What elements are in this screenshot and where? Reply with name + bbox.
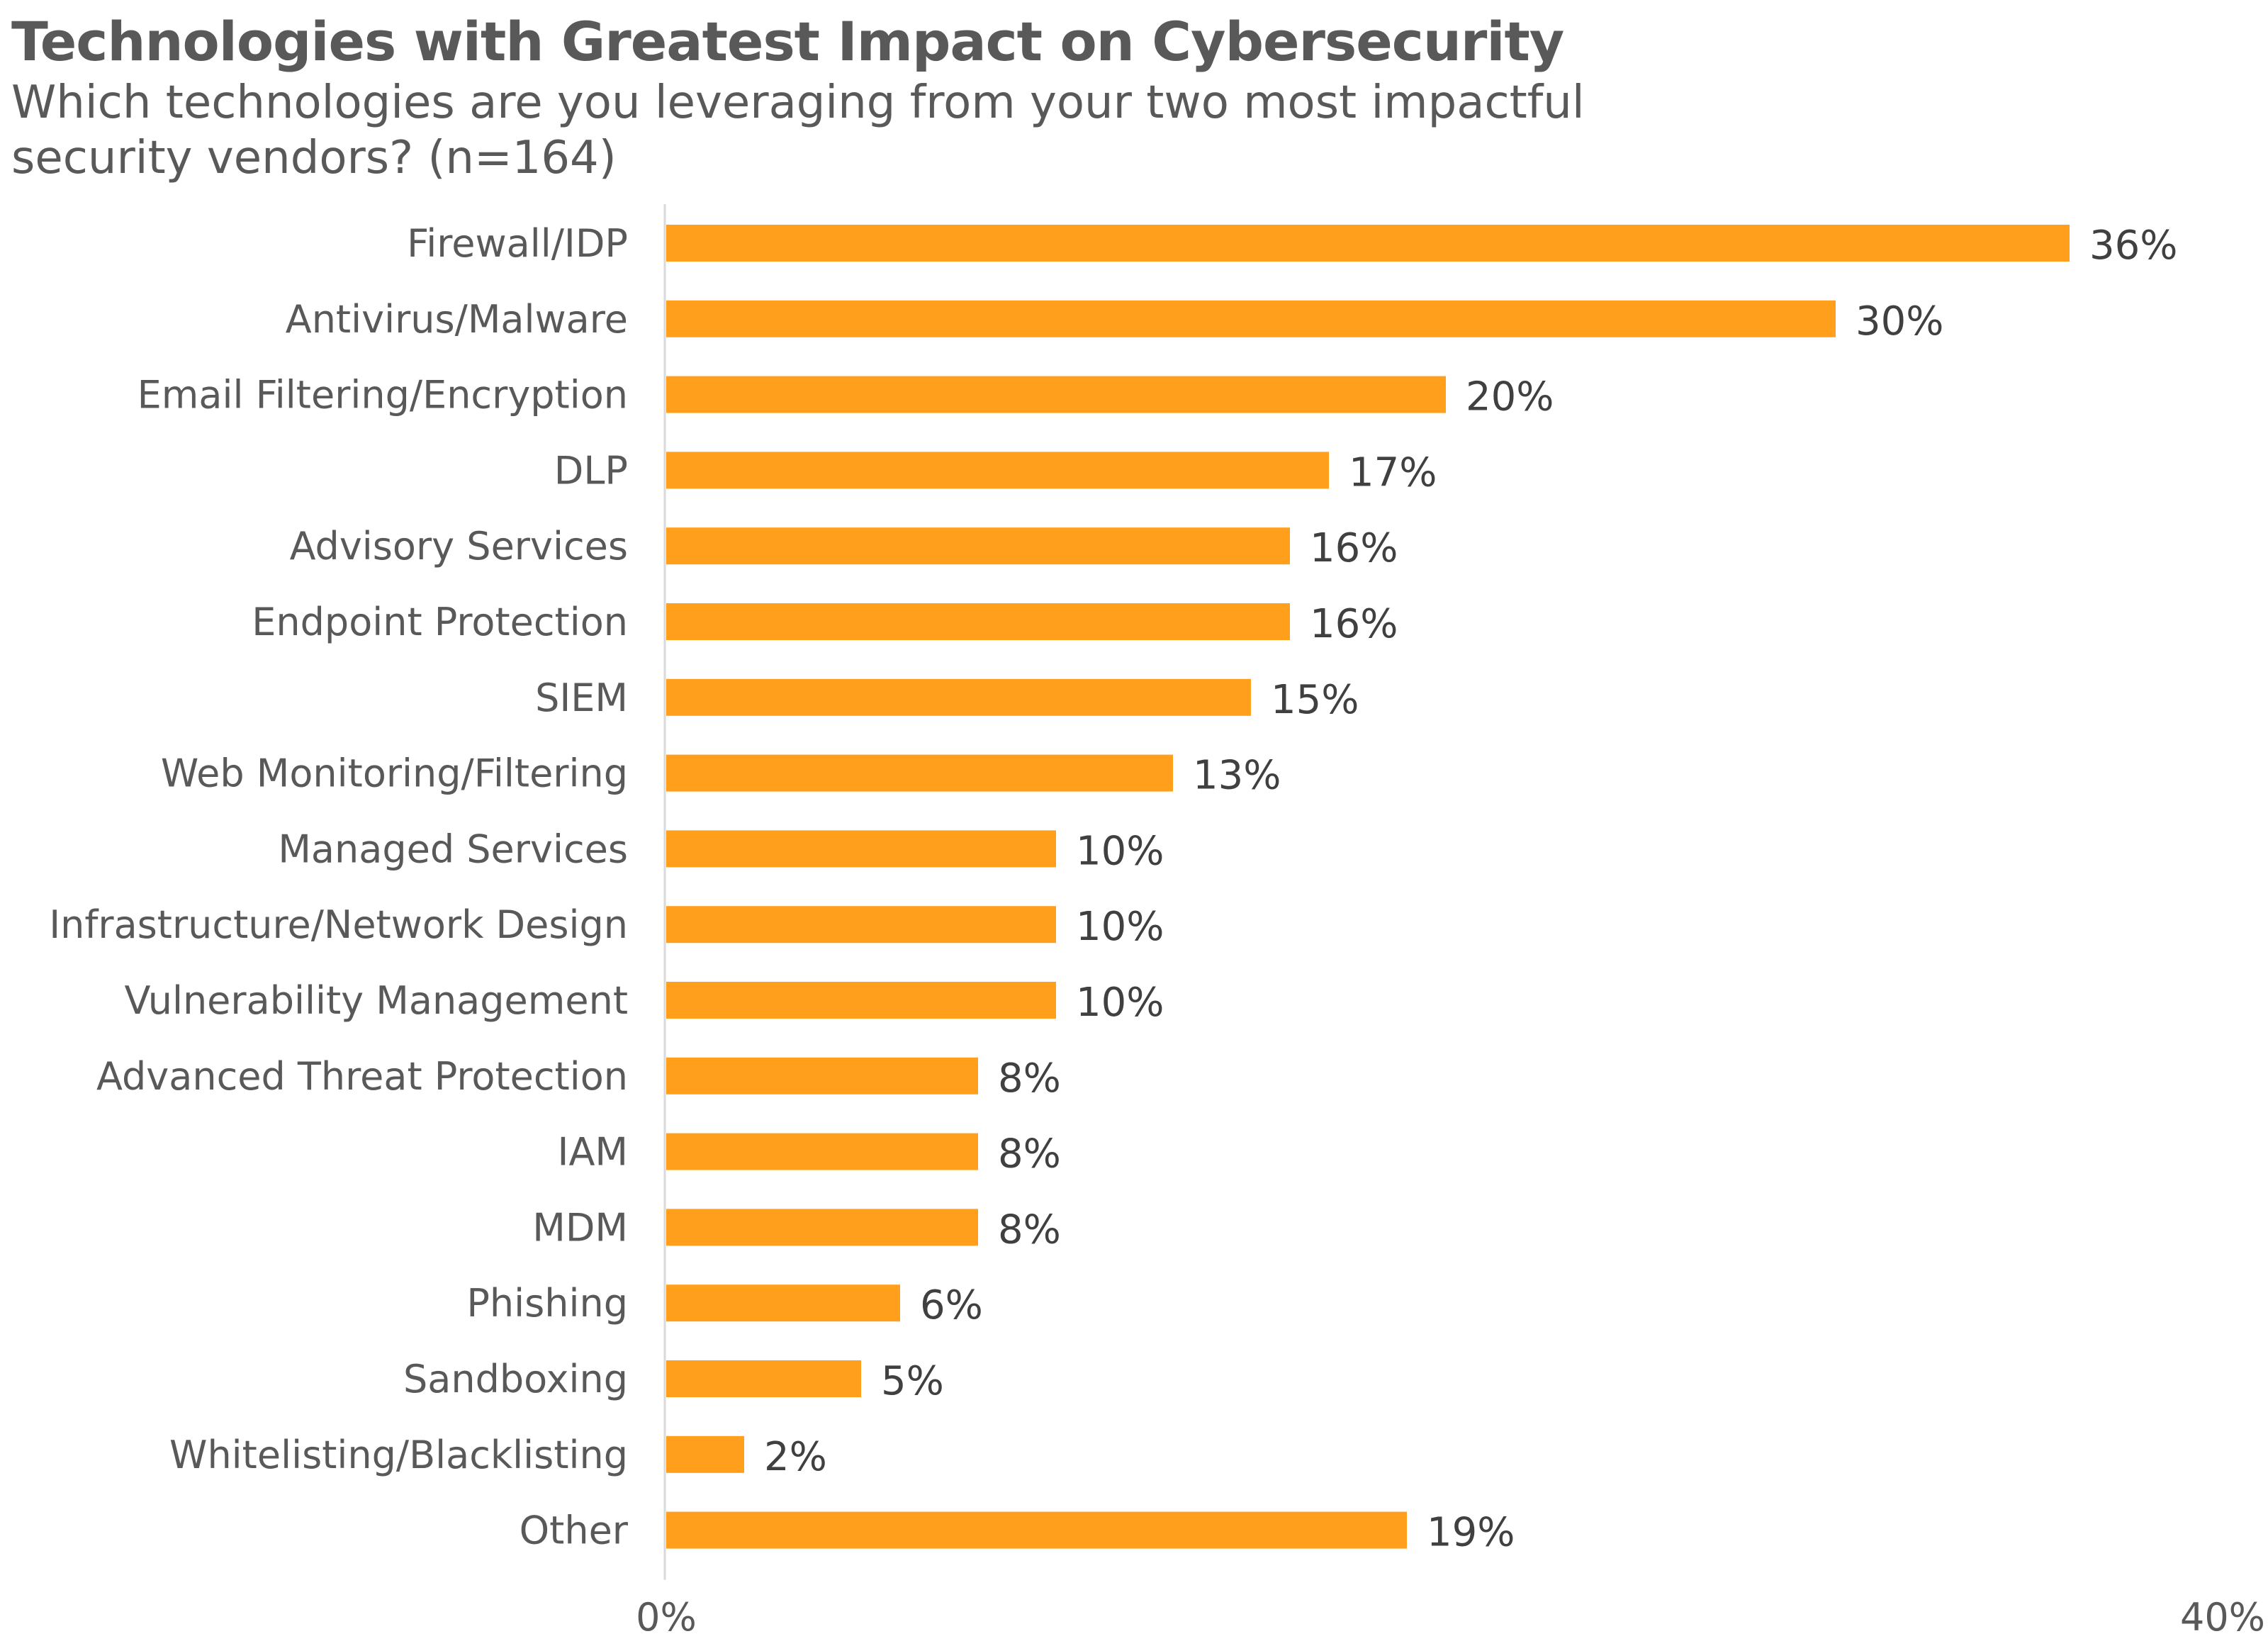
category-label: Vulnerability Management	[124, 978, 628, 1023]
category-label: Phishing	[466, 1281, 628, 1326]
category-label: Web Monitoring/Filtering	[161, 751, 628, 796]
value-label: 15%	[1271, 677, 1359, 723]
category-label: Email Filtering/Encryption	[137, 373, 628, 418]
value-label: 20%	[1466, 374, 1554, 420]
value-label: 30%	[1856, 298, 1943, 345]
bar	[666, 678, 1251, 716]
value-label: 19%	[1427, 1510, 1515, 1556]
category-label: MDM	[532, 1205, 628, 1250]
category-label: Antivirus/Malware	[286, 297, 628, 342]
value-label: 13%	[1193, 753, 1281, 799]
value-label: 8%	[998, 1206, 1061, 1253]
category-label: Firewall/IDP	[407, 221, 628, 266]
category-label: SIEM	[535, 676, 628, 720]
category-label: Other	[520, 1508, 629, 1553]
value-label: 16%	[1310, 601, 1398, 647]
value-label: 5%	[881, 1358, 944, 1404]
value-label: 10%	[1076, 980, 1164, 1026]
bar	[666, 754, 1173, 792]
category-label: Advisory Services	[290, 524, 628, 569]
value-label: 10%	[1076, 904, 1164, 950]
category-label: Advanced Threat Protection	[96, 1054, 628, 1099]
category-label: Managed Services	[278, 827, 628, 871]
bar	[666, 603, 1290, 640]
bars-group	[666, 225, 2070, 1549]
value-label: 36%	[2089, 223, 2177, 269]
category-label: DLP	[554, 448, 628, 493]
chart-title: Technologies with Greatest Impact on Cyb…	[11, 10, 1564, 73]
value-label: 16%	[1310, 525, 1398, 571]
chart-subtitle: Which technologies are you leveraging fr…	[11, 77, 1585, 184]
bar	[666, 1133, 978, 1170]
bar	[666, 830, 1056, 868]
category-label: Whitelisting/Blacklisting	[169, 1433, 628, 1477]
value-labels-group: 36% 30% 20% 17% 16% 16% 15% 13% 10% 10% 10% 8% 8% 8% 6…	[764, 223, 2177, 1556]
category-label: Endpoint Protection	[252, 600, 628, 644]
bar	[666, 1209, 978, 1246]
value-label: 10%	[1076, 828, 1164, 874]
bar	[666, 906, 1056, 944]
bar	[666, 1057, 978, 1094]
bar	[666, 1511, 1407, 1549]
category-label: IAM	[558, 1130, 628, 1175]
x-tick-label-min: 0%	[636, 1595, 697, 1640]
bar	[666, 452, 1329, 489]
bar	[666, 225, 2070, 262]
value-label: 8%	[998, 1131, 1061, 1177]
value-label: 6%	[920, 1282, 983, 1328]
x-tick-label-max: 40%	[2180, 1595, 2265, 1640]
bar	[666, 527, 1290, 565]
bar	[666, 1360, 861, 1397]
value-label: 8%	[998, 1056, 1061, 1102]
bar	[666, 982, 1056, 1019]
bar	[666, 1435, 744, 1473]
category-label: Sandboxing	[403, 1357, 628, 1401]
value-label: 17%	[1349, 449, 1437, 496]
bar	[666, 1284, 900, 1322]
category-label: Infrastructure/Network Design	[49, 902, 628, 947]
bar	[666, 376, 1446, 413]
bar	[666, 300, 1836, 337]
category-labels-group: Firewall/IDP Antivirus/Malware Email Filte…	[49, 221, 629, 1553]
value-label: 2%	[764, 1434, 827, 1480]
